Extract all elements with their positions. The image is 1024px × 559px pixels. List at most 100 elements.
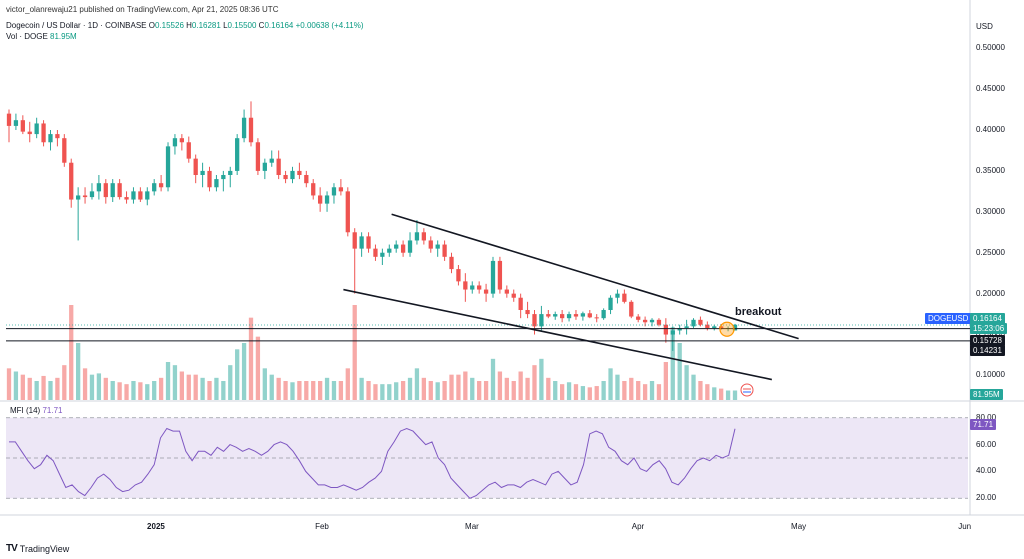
volume-bar [684,365,689,400]
currency-label: USD [976,22,993,31]
volume-bar [55,377,60,400]
candle-body [262,162,267,171]
volume-bar [158,377,164,400]
candle-body [525,310,530,315]
volume-bar [131,381,136,400]
time-tick-label: 2025 [147,522,165,531]
volume-bar [656,384,662,400]
volume-bar [608,368,613,400]
candle-body [304,175,309,184]
candle-body [207,170,212,188]
volume-bar [75,343,81,400]
us-flag-icon [740,383,754,397]
volume-bar [559,384,565,400]
volume-bar [200,377,205,400]
candle-body [110,183,115,198]
candle-body [241,117,247,139]
volume-value: 81.95M [50,32,77,41]
volume-bar [732,390,738,400]
volume-bar [539,358,544,400]
volume-bar [428,381,433,400]
mfi-line [9,427,736,499]
volume-bar [649,381,655,400]
candle-body [214,179,219,188]
volume-bar [331,381,337,400]
symbol-name[interactable]: Dogecoin / US Dollar · 1D · COINBASE [6,21,147,30]
mfi-tick-label: 40.00 [976,466,997,476]
breakout-marker [719,321,735,337]
volume-bar [145,384,150,400]
candle-body [331,187,337,196]
candle-body [719,326,724,329]
volume-bar [463,371,468,400]
candle-body [352,232,357,249]
candle-body [297,170,302,175]
candle-body [442,244,447,257]
candle-body [158,183,164,188]
price-tick-label: 0.10000 [976,370,1005,380]
volume-bar [304,381,309,400]
volume-bar [387,384,392,400]
mfi-legend[interactable]: MFI (14) 71.71 [10,406,63,415]
candle-body [82,195,88,198]
brand-name: TradingView [19,543,70,554]
candle-body [456,269,461,282]
volume-bar [435,382,440,400]
volume-bar [698,381,703,400]
candle-body [580,313,586,317]
candle-body [407,240,413,253]
volume-bar [601,381,606,400]
candle-body [179,138,185,143]
candle-body [601,310,606,319]
volume-bar [290,382,295,400]
volume-bar [41,375,46,400]
price-tick-label: 0.30000 [976,206,1005,216]
candle-body [290,170,295,180]
volume-bar [13,371,19,400]
volume-bar [407,377,413,400]
tradingview-footer[interactable]: TV TradingView [6,543,69,554]
volume-bar [262,368,267,400]
volume-bar [456,374,461,400]
candle-body [566,314,572,319]
volume-bar [553,381,558,400]
candle-body [69,162,74,200]
candle-body [41,123,46,143]
volume-bar [636,381,641,400]
volume-bar [207,381,212,400]
volume-bar [663,362,669,400]
volume-bar [248,317,254,400]
volume-bar [421,377,427,400]
candle-body [594,317,599,319]
volume-bar [221,381,226,400]
volume-bar [152,381,157,400]
volume-bar [546,377,551,400]
candle-body [490,260,496,294]
author-line: victor_olanrewaju21 published on Trading… [6,5,279,14]
candle-body [96,183,102,192]
candle-body [131,191,136,200]
volume-bar [400,381,406,400]
time-tick-label: May [791,522,807,531]
candle-body [684,326,689,328]
candle-body [248,117,254,143]
volume-bar [380,384,385,400]
volume-bar [587,387,592,400]
volume-bar [34,381,39,400]
volume-bar [27,377,32,400]
candle-body [55,134,60,139]
volume-bar [96,373,102,400]
volume-bar [241,343,247,400]
price-tick-label: 0.50000 [976,43,1005,53]
volume-bar [691,374,696,400]
candle-body [677,328,682,331]
candle-body [311,183,316,196]
volume-bar [62,365,67,400]
volume-bar [566,382,572,400]
candle-body [732,324,738,331]
volume-bar [110,381,115,400]
candle-body [546,314,551,317]
candle-body [373,248,378,257]
candle-body [435,244,440,249]
